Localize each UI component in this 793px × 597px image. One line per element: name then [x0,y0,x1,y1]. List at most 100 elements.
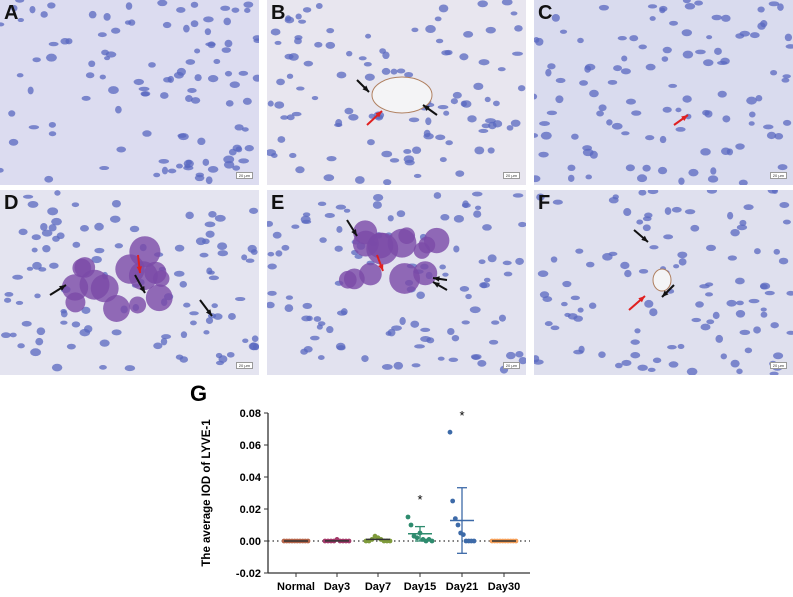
cell-nucleus [534,175,541,183]
cell-nucleus [735,143,745,150]
cell-nucleus [291,111,302,117]
cell-nucleus [336,310,347,316]
cell-nucleus [267,301,275,309]
cell-nucleus [207,75,219,83]
cell-nucleus [497,67,506,72]
cell-nucleus [284,304,294,313]
cell-nucleus [564,312,571,317]
cell-nucleus [111,199,121,208]
cell-nucleus [473,82,484,91]
red-arrow-icon-head [136,266,142,273]
cell-nucleus [437,105,449,110]
cell-nucleus [203,330,210,335]
cell-nucleus [714,47,722,55]
cell-nucleus [48,131,57,137]
cell-nucleus [412,146,422,154]
cell-nucleus [459,53,469,61]
cell-nucleus [38,267,47,272]
cell-nucleus [205,317,214,325]
x-tick-label: Day15 [404,581,436,593]
cell-nucleus [455,170,465,177]
data-point [450,498,456,504]
stained-region [129,296,147,314]
cell-nucleus [220,5,231,11]
cell-nucleus [634,328,641,334]
cell-nucleus [434,16,442,22]
cell-nucleus [764,290,775,296]
cell-nucleus [770,69,778,76]
cell-nucleus [720,353,727,360]
cell-nucleus [205,42,216,47]
black-arrow-icon-head [433,282,440,288]
cell-nucleus [335,204,347,210]
cell-nucleus [662,46,672,54]
cell-nucleus [22,194,34,199]
cell-nucleus [190,20,199,28]
cell-nucleus [26,266,34,271]
cell-nucleus [730,359,740,368]
cell-nucleus [484,96,491,103]
cell-nucleus [326,27,335,34]
scale-bar: 20 μm [769,172,787,179]
cell-nucleus [545,68,552,77]
cell-nucleus [51,217,62,226]
cell-nucleus [48,224,57,232]
cell-nucleus [94,247,105,254]
cell-nucleus [391,325,402,331]
cell-nucleus [336,71,347,79]
cell-nucleus [636,219,644,225]
cell-nucleus [474,205,482,210]
cell-nucleus [183,159,194,168]
cell-nucleus [104,56,111,61]
cell-nucleus [343,208,351,213]
stained-region [423,227,450,254]
cell-nucleus [738,179,748,185]
panel-label: F [538,192,551,214]
data-point [408,522,414,528]
cell-nucleus [722,115,731,123]
cell-nucleus [703,59,714,67]
cell-nucleus [552,199,563,205]
cell-nucleus [694,0,703,6]
cell-nucleus [185,95,193,103]
cell-nucleus [439,264,446,270]
cell-nucleus [675,126,686,132]
cell-nucleus [44,175,54,183]
cell-nucleus [536,193,545,201]
cell-nucleus [358,56,367,61]
cell-nucleus [66,343,76,350]
cell-nucleus [247,244,257,253]
cell-nucleus [411,27,419,33]
cell-nucleus [157,0,168,7]
y-tick-label: -0.02 [236,568,261,580]
panel-label: B [271,2,286,24]
cell-nucleus [726,148,734,156]
cell-nucleus [160,92,169,99]
cell-nucleus [777,164,788,171]
vessel-lumen [652,268,672,292]
cell-nucleus [15,300,24,305]
cell-nucleus [518,221,526,228]
cell-nucleus [537,270,549,277]
cell-nucleus [459,286,470,292]
cell-nucleus [336,225,343,233]
stained-region [359,262,382,286]
cell-nucleus [176,163,183,169]
y-tick-label: 0.02 [240,504,261,516]
cell-nucleus [589,89,599,98]
cell-nucleus [280,115,289,120]
cell-nucleus [652,357,662,364]
cell-nucleus [631,110,642,116]
cell-nucleus [649,245,659,250]
cell-nucleus [555,95,564,104]
micrograph-panel-e: E 20 μm [267,190,526,375]
cell-nucleus [682,95,692,103]
panel-label: E [271,192,285,214]
cell-nucleus [677,251,688,259]
micrograph-panel-a: A 20 μm [0,0,259,185]
cell-nucleus [289,152,297,159]
cell-nucleus [390,68,398,75]
cell-nucleus [183,24,190,33]
cell-nucleus [49,262,59,269]
cell-nucleus [501,0,513,6]
